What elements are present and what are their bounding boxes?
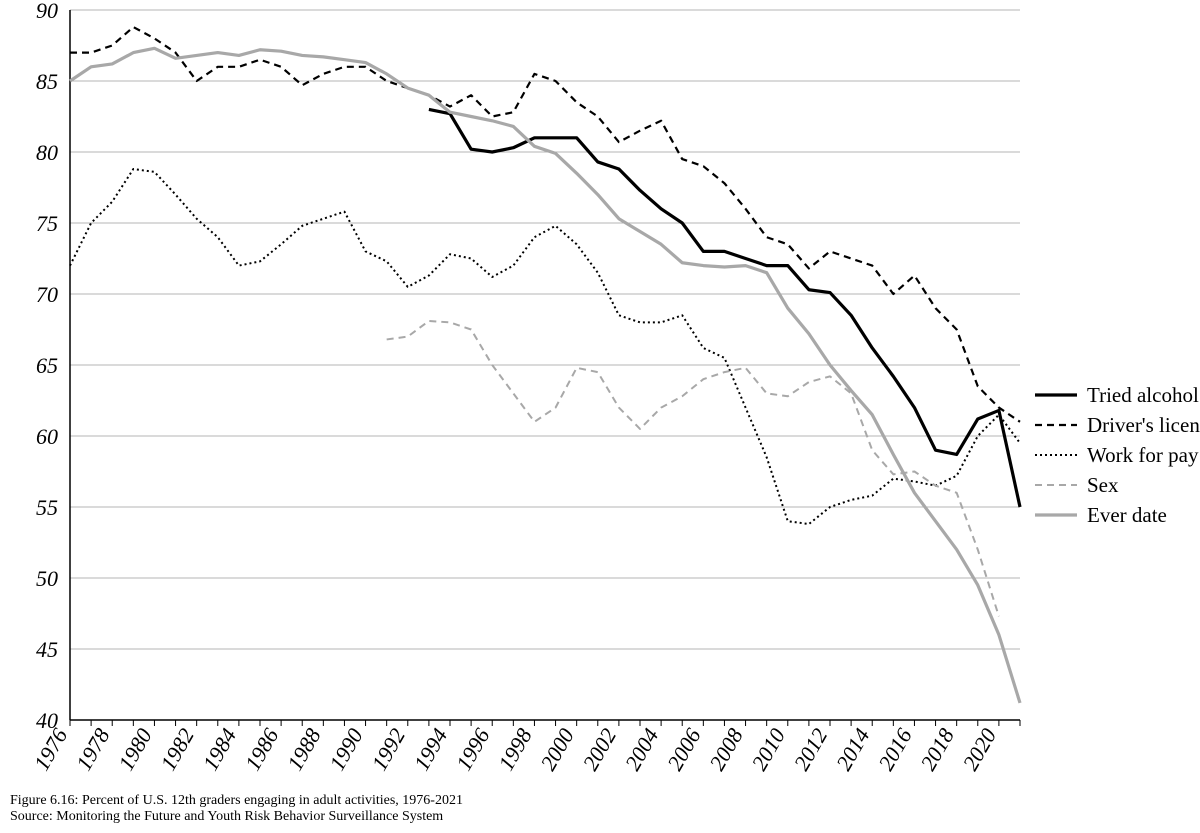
legend-label: Work for pay <box>1087 443 1199 467</box>
svg-text:50: 50 <box>36 566 58 591</box>
figure-caption: Figure 6.16: Percent of U.S. 12th grader… <box>10 793 463 809</box>
legend-label: Driver's license <box>1087 413 1200 437</box>
svg-text:85: 85 <box>36 69 58 94</box>
svg-text:55: 55 <box>36 495 58 520</box>
legend-label: Tried alcohol <box>1087 383 1199 407</box>
svg-text:80: 80 <box>36 140 58 165</box>
svg-text:75: 75 <box>36 211 58 236</box>
svg-text:65: 65 <box>36 353 58 378</box>
svg-text:70: 70 <box>36 282 58 307</box>
legend-label: Sex <box>1087 473 1119 497</box>
svg-text:60: 60 <box>36 424 58 449</box>
chart-container: 4045505560657075808590197619781980198219… <box>0 0 1200 833</box>
svg-text:90: 90 <box>36 0 58 23</box>
svg-text:45: 45 <box>36 637 58 662</box>
legend-label: Ever date <box>1087 503 1167 527</box>
figure-source: Source: Monitoring the Future and Youth … <box>10 809 443 825</box>
line-chart: 4045505560657075808590197619781980198219… <box>0 0 1200 833</box>
